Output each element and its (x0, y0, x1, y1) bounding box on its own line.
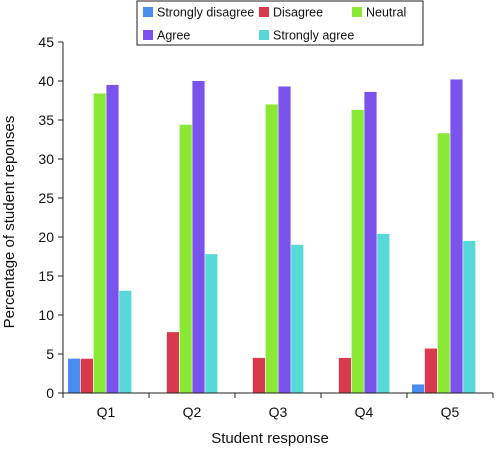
legend-label: Agree (157, 29, 190, 43)
bar (291, 244, 304, 393)
bar (450, 79, 463, 393)
x-tick-label: Q3 (269, 404, 288, 420)
bar (205, 254, 218, 393)
legend-swatch (143, 30, 153, 40)
y-tick-label: 10 (38, 307, 54, 323)
legend-label: Disagree (273, 6, 323, 20)
x-axis-label: Student response (211, 430, 329, 447)
plot-area (68, 79, 476, 394)
y-axis-label: Percentage of student reponses (1, 116, 18, 329)
legend-label: Strongly agree (273, 29, 354, 43)
bar (424, 348, 437, 393)
y-tick-label: 25 (38, 190, 54, 206)
bar (437, 133, 450, 393)
bar (192, 81, 205, 393)
bar (68, 358, 81, 393)
y-tick-label: 0 (46, 385, 54, 401)
bar (278, 86, 291, 394)
legend-swatch (259, 7, 269, 17)
bar (338, 357, 351, 393)
bar (179, 124, 192, 394)
axes: 0 5 10 15 20 25 30 35 40 45 Q1 Q2 Q3 Q4 Q5 (38, 34, 494, 420)
x-tick-label: Q5 (441, 404, 460, 420)
legend: Strongly disagree Disagree Neutral Agree Str… (136, 0, 424, 46)
y-tick-label: 5 (46, 346, 54, 362)
y-tick-label: 35 (38, 112, 54, 128)
bar (463, 240, 476, 393)
x-tick-label: Q1 (97, 404, 116, 420)
bar (93, 93, 106, 393)
legend-swatch (259, 30, 269, 40)
bar (351, 109, 364, 394)
x-tick-label: Q2 (183, 404, 202, 420)
y-tick-label: 45 (38, 34, 54, 50)
bar (377, 233, 390, 393)
bar (119, 290, 132, 393)
y-tick-label: 30 (38, 151, 54, 167)
bar (364, 91, 377, 394)
legend-label: Neutral (366, 6, 406, 20)
y-tick-label: 15 (38, 268, 54, 284)
y-tick-label: 40 (38, 73, 54, 89)
legend-label: Strongly disagree (157, 6, 254, 20)
bar (265, 104, 278, 394)
legend-swatch (352, 7, 362, 17)
y-tick-label: 20 (38, 229, 54, 245)
bar (106, 84, 119, 394)
legend-swatch (143, 7, 153, 17)
bar (412, 384, 425, 393)
bar (252, 357, 265, 393)
bar (80, 358, 93, 393)
legend-box (136, 0, 424, 46)
x-tick-label: Q4 (355, 404, 374, 420)
bar (166, 332, 179, 393)
